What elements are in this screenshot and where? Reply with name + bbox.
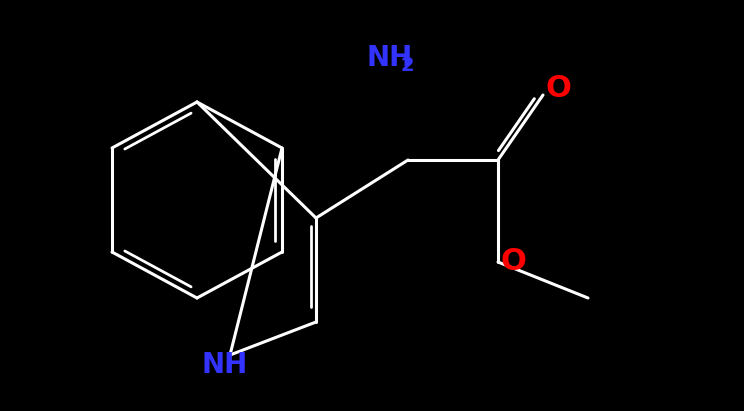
Text: O: O <box>545 74 571 102</box>
Text: NH: NH <box>202 351 248 379</box>
Text: 2: 2 <box>400 55 414 74</box>
Text: O: O <box>500 247 526 277</box>
Text: NH: NH <box>367 44 413 72</box>
